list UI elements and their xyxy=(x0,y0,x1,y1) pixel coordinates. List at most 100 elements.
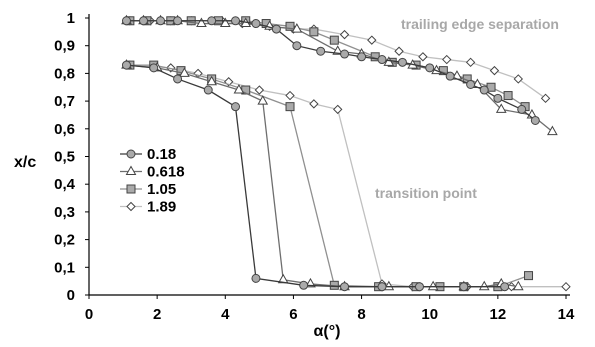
x-tick-label: 6 xyxy=(289,306,297,323)
data-point xyxy=(173,74,183,84)
data-point xyxy=(540,93,551,104)
legend-marker xyxy=(126,201,136,212)
series-0.18 xyxy=(121,16,540,292)
data-point xyxy=(332,45,344,55)
data-point xyxy=(285,102,295,112)
annotation-trailing-edge-separation: trailing edge separation xyxy=(401,16,559,32)
data-point xyxy=(231,102,241,112)
series-1.89 xyxy=(125,16,571,292)
series-line-transition xyxy=(129,64,529,288)
x-tick-label: 14 xyxy=(558,306,575,323)
y-tick-label: 1 xyxy=(67,10,75,27)
y-tick-label: 0,5 xyxy=(54,149,75,166)
data-point xyxy=(339,29,350,40)
data-point xyxy=(561,281,571,292)
y-tick-label: 0,6 xyxy=(54,121,75,138)
series-line-separation xyxy=(129,20,526,108)
data-point xyxy=(291,23,303,33)
data-point xyxy=(495,103,507,113)
data-point xyxy=(478,280,490,291)
legend-item-0.618: 0.618 xyxy=(120,164,185,181)
data-point xyxy=(207,16,217,26)
x-tick-label: 10 xyxy=(421,306,438,323)
data-point xyxy=(397,57,407,67)
y-tick-label: 0,8 xyxy=(54,65,75,82)
data-point xyxy=(500,282,510,292)
legend-label: 0.18 xyxy=(147,146,176,163)
legend-marker xyxy=(126,184,136,194)
data-point xyxy=(271,24,281,34)
y-tick-label: 0,1 xyxy=(54,259,75,276)
x-axis-title: α(°) xyxy=(314,323,341,340)
tick-labels: 0 2 4 6 8 10 12 14 0 0,1 0,2 0,3 0,4 0,5 0,6 0,7 0,8 0,9 1 xyxy=(54,10,575,323)
plot-area xyxy=(121,14,571,292)
data-point xyxy=(445,71,455,81)
data-point xyxy=(427,280,439,291)
y-tick-label: 0,4 xyxy=(54,176,76,193)
data-point xyxy=(425,63,435,73)
data-point xyxy=(285,90,295,101)
data-point xyxy=(203,85,213,95)
data-point xyxy=(219,17,231,28)
legend-label: 1.89 xyxy=(147,199,176,216)
data-point xyxy=(547,125,558,136)
data-point xyxy=(121,60,131,70)
data-point xyxy=(340,282,350,292)
data-point xyxy=(442,54,452,65)
data-point xyxy=(179,67,190,77)
data-point xyxy=(530,115,540,125)
data-point xyxy=(231,16,241,26)
data-point xyxy=(333,104,343,115)
data-point xyxy=(503,91,513,101)
data-point xyxy=(173,16,183,26)
data-point xyxy=(139,16,149,26)
data-point xyxy=(196,17,207,28)
y-tick-label: 0 xyxy=(67,287,75,304)
data-point xyxy=(309,99,319,109)
data-point xyxy=(251,19,261,29)
data-point xyxy=(329,35,339,45)
y-tick-label: 0,9 xyxy=(54,38,75,55)
data-point xyxy=(121,16,131,26)
data-point xyxy=(285,21,295,31)
y-axis-title: x/c xyxy=(14,154,36,171)
data-point xyxy=(394,46,404,56)
y-tick-label: 0,3 xyxy=(54,204,75,221)
data-point xyxy=(513,74,524,84)
data-point xyxy=(479,85,489,95)
data-point xyxy=(377,282,387,292)
axes xyxy=(85,14,570,299)
data-point xyxy=(206,75,218,86)
data-point xyxy=(257,95,269,105)
y-tick-label: 0,7 xyxy=(54,93,75,110)
data-point xyxy=(316,46,326,56)
annotation-transition-point: transition point xyxy=(375,185,477,201)
series-0.618 xyxy=(121,14,558,291)
legend-item-1.05: 1.05 xyxy=(120,181,176,198)
data-point xyxy=(517,104,527,114)
x-tick-label: 2 xyxy=(153,306,161,323)
data-point xyxy=(251,273,261,283)
data-point xyxy=(299,280,309,290)
legend-marker xyxy=(125,165,137,175)
data-point xyxy=(254,85,265,95)
y-tick-label: 0,2 xyxy=(54,232,75,249)
x-tick-label: 12 xyxy=(490,306,507,323)
data-point xyxy=(489,65,500,76)
x-tick-label: 8 xyxy=(357,306,365,323)
legend-label: 1.05 xyxy=(147,181,176,198)
x-tick-label: 4 xyxy=(221,306,230,323)
legend-label: 0.618 xyxy=(147,164,185,181)
data-point xyxy=(377,55,387,65)
data-point xyxy=(465,57,476,68)
data-point xyxy=(466,79,476,89)
data-point xyxy=(340,49,350,59)
series-line-transition xyxy=(126,64,519,288)
legend-item-1.89: 1.89 xyxy=(120,199,176,216)
data-point xyxy=(367,35,377,45)
data-point xyxy=(493,93,503,103)
legend-marker xyxy=(126,149,136,159)
data-point xyxy=(357,52,367,62)
